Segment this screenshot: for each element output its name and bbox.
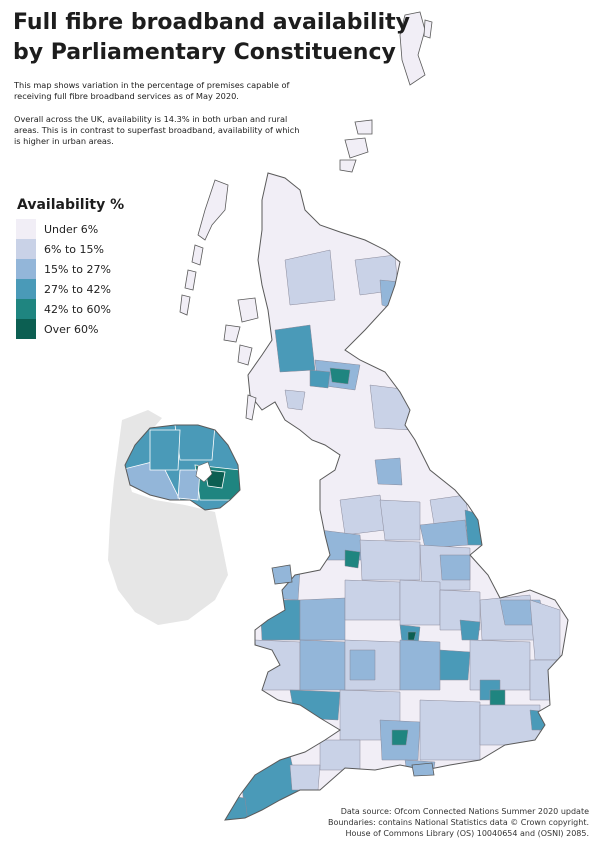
legend-item: 15% to 27% bbox=[16, 259, 124, 279]
legend-item: 27% to 42% bbox=[16, 279, 124, 299]
source-line-2: Boundaries: contains National Statistics… bbox=[327, 818, 589, 827]
legend-label: 6% to 15% bbox=[44, 242, 104, 256]
legend-title: Availability % bbox=[17, 197, 125, 213]
legend-swatch bbox=[16, 259, 36, 279]
ireland-landmass bbox=[108, 410, 228, 625]
map-title: Full fibre broadband availability by Par… bbox=[13, 8, 410, 68]
legend-label: Under 6% bbox=[44, 222, 99, 236]
legend-label: Over 60% bbox=[44, 322, 99, 336]
legend-item: Under 6% bbox=[16, 219, 124, 239]
orkney-islands bbox=[339, 119, 373, 173]
intro-paragraph-1: This map shows variation in the percenta… bbox=[14, 80, 290, 101]
great-britain-outline bbox=[224, 172, 569, 821]
lough-neagh bbox=[195, 461, 213, 483]
legend-label: 42% to 60% bbox=[44, 302, 111, 316]
shetland-islands bbox=[399, 11, 433, 86]
legend-item: 42% to 60% bbox=[16, 299, 124, 319]
legend-label: 27% to 42% bbox=[44, 282, 111, 296]
legend-swatch bbox=[16, 279, 36, 299]
legend-item: Over 60% bbox=[16, 319, 124, 339]
intro-text: This map shows variation in the percenta… bbox=[14, 80, 304, 159]
title-line-2: by Parliamentary Constituency bbox=[13, 40, 396, 65]
legend-swatch bbox=[16, 239, 36, 259]
intro-paragraph-2: Overall across the UK, availability is 1… bbox=[14, 114, 300, 146]
source-line-1: Data source: Ofcom Connected Nations Sum… bbox=[340, 807, 589, 816]
data-source-note: Data source: Ofcom Connected Nations Sum… bbox=[328, 806, 589, 839]
source-line-3: House of Commons Library (OS) 10040654 a… bbox=[345, 829, 589, 838]
northern-ireland-outline bbox=[124, 424, 241, 511]
legend-swatch bbox=[16, 319, 36, 339]
anglesey bbox=[271, 564, 293, 585]
title-line-1: Full fibre broadband availability bbox=[13, 10, 410, 35]
legend-item: 6% to 15% bbox=[16, 239, 124, 259]
legend-label: 15% to 27% bbox=[44, 262, 111, 276]
western-isles bbox=[179, 179, 259, 421]
legend-swatch bbox=[16, 299, 36, 319]
isle-of-wight bbox=[411, 762, 435, 777]
legend: Availability % Under 6% 6% to 15% 15% to… bbox=[16, 197, 124, 339]
legend-swatch bbox=[16, 219, 36, 239]
